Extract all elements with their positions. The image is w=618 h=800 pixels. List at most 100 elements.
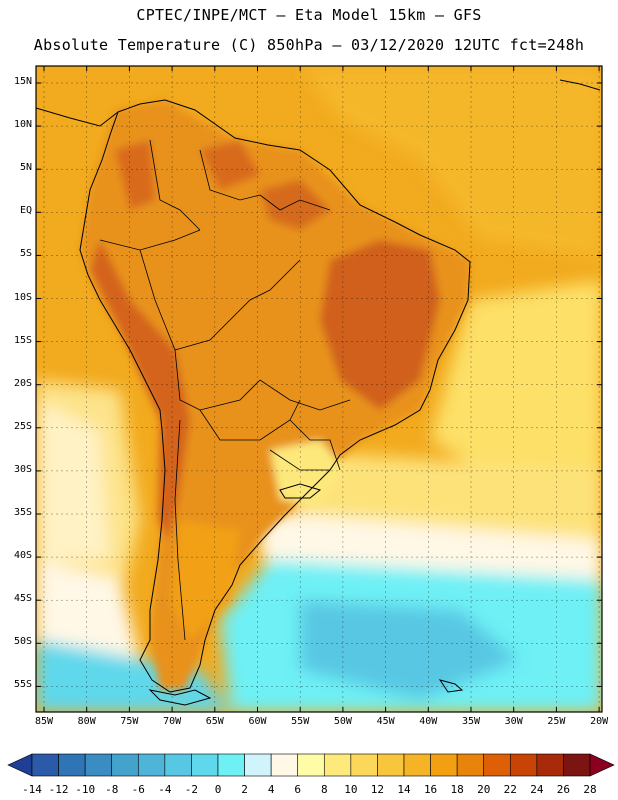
lon-label: 35W	[461, 716, 481, 727]
colorbar-max-arrow	[589, 753, 615, 777]
lat-label: 25S	[13, 420, 32, 432]
lon-label: 75W	[120, 716, 139, 727]
colorbar-label: 8	[320, 783, 328, 796]
lon-label: 80W	[77, 716, 96, 727]
colorbar-label: -6	[131, 783, 145, 796]
colombia-hot-spot	[115, 140, 155, 210]
colorbar-swatch	[31, 753, 59, 777]
colorbar-label: 24	[530, 783, 544, 796]
northeast-ocean-zone	[300, 66, 602, 260]
lon-label: 30W	[504, 716, 523, 727]
central-america-coast	[36, 107, 119, 127]
lat-label: 35S	[13, 507, 32, 518]
colorbar-label: -8	[105, 783, 119, 796]
caribbean-islands	[559, 79, 601, 91]
colorbar-swatch	[58, 753, 86, 777]
lat-label: 40S	[13, 550, 32, 562]
lon-label: 60W	[248, 716, 267, 727]
lon-label: 20W	[590, 716, 609, 727]
lat-label: 50S	[13, 636, 32, 648]
colorbar-label: 26	[556, 783, 571, 796]
lat-label: 45S	[13, 593, 32, 605]
temperature-field	[36, 66, 602, 712]
colorbar-label: -12	[48, 783, 69, 796]
colorbar-swatch	[111, 753, 139, 777]
colorbar-min-arrow	[7, 753, 33, 777]
colorbar-label: -10	[75, 783, 96, 796]
colorbar-swatch	[137, 753, 166, 777]
axis-ticks	[36, 66, 602, 712]
colorbar-label: 22	[503, 783, 517, 796]
patagonia-region	[170, 520, 240, 640]
lon-label: 25W	[547, 716, 566, 727]
lon-label: 70W	[163, 716, 182, 727]
colorbar-label: 4	[267, 783, 275, 796]
lon-label: 65W	[205, 716, 224, 727]
lat-label: 5S	[19, 248, 32, 260]
lat-label: 30S	[13, 463, 32, 475]
map-title-line1: CPTEC/INPE/MCT – Eta Model 15km – GFS	[136, 6, 482, 24]
map-title-line2: Absolute Temperature (C) 850hPa – 03/12/…	[33, 36, 585, 54]
colorbar-swatch	[323, 753, 352, 777]
colorbar-swatch	[164, 753, 192, 777]
brazil-hot-region	[320, 240, 440, 410]
colorbar-label: 28	[583, 783, 597, 796]
colorbar-label: 18	[450, 783, 464, 796]
lagoon	[279, 483, 322, 499]
colorbar-swatch	[84, 753, 113, 777]
colorbar-swatch	[403, 753, 431, 777]
lon-label: 50W	[333, 716, 352, 727]
colorbar-swatch	[244, 753, 272, 777]
colorbar-swatch	[483, 753, 511, 777]
map-frame	[35, 65, 603, 713]
lon-label: 85W	[34, 716, 54, 727]
colorbar-label: 2	[241, 783, 248, 796]
lat-label: 10N	[13, 119, 32, 131]
colorbar-swatch	[563, 753, 591, 777]
colorbar-swatch	[191, 753, 219, 777]
colorbar-label: 20	[477, 783, 491, 796]
southern-ocean-cold-zone	[36, 640, 230, 712]
colorbar-label: 12	[370, 783, 385, 796]
lon-label: 55W	[291, 716, 310, 727]
tierra-del-fuego	[148, 689, 212, 706]
colorbar-swatch	[377, 753, 405, 777]
pacific-pale-zone	[36, 400, 110, 560]
falklands-islands	[438, 679, 464, 693]
colorbar-label: -4	[158, 783, 172, 796]
midlat-yellow-band	[280, 450, 602, 560]
lat-label: EQ	[19, 205, 32, 217]
cold-core	[300, 600, 520, 700]
uruguay-mild-region	[270, 440, 345, 505]
colorbar-swatch	[270, 753, 299, 777]
colorbar-label: 16	[423, 783, 438, 796]
lon-label: 40W	[419, 716, 438, 727]
colorbar-label: -2	[184, 783, 199, 796]
colorbar-swatch	[217, 753, 245, 777]
colorbar-label: 10	[344, 783, 358, 796]
colorbar-swatch	[456, 753, 485, 777]
colorbar-label: 6	[294, 783, 302, 796]
lat-label: 15S	[13, 334, 32, 346]
colorbar-swatch	[350, 753, 378, 777]
lon-label: 45W	[376, 716, 395, 727]
lat-label: 20S	[13, 377, 32, 389]
colorbar	[7, 753, 615, 777]
graticule	[36, 66, 602, 712]
colorbar-label: 0	[214, 783, 222, 796]
lat-label: 10S	[13, 291, 32, 303]
colorbar-swatch	[536, 753, 564, 777]
south-atlantic-mild-zone	[430, 280, 602, 480]
lat-label: 5N	[19, 162, 32, 174]
colorbar-label: -14	[22, 783, 42, 796]
colorbar-label: 14	[397, 783, 411, 796]
pacific-cool-band	[36, 560, 140, 660]
colorbar-swatch	[509, 753, 538, 777]
colorbar-swatch	[430, 753, 458, 777]
lat-label: 15N	[13, 76, 32, 87]
amazon-hot-spot	[260, 180, 330, 230]
colorbar-swatch	[297, 753, 325, 777]
lat-label: 55S	[13, 679, 32, 691]
south-america-coastline	[79, 99, 471, 693]
